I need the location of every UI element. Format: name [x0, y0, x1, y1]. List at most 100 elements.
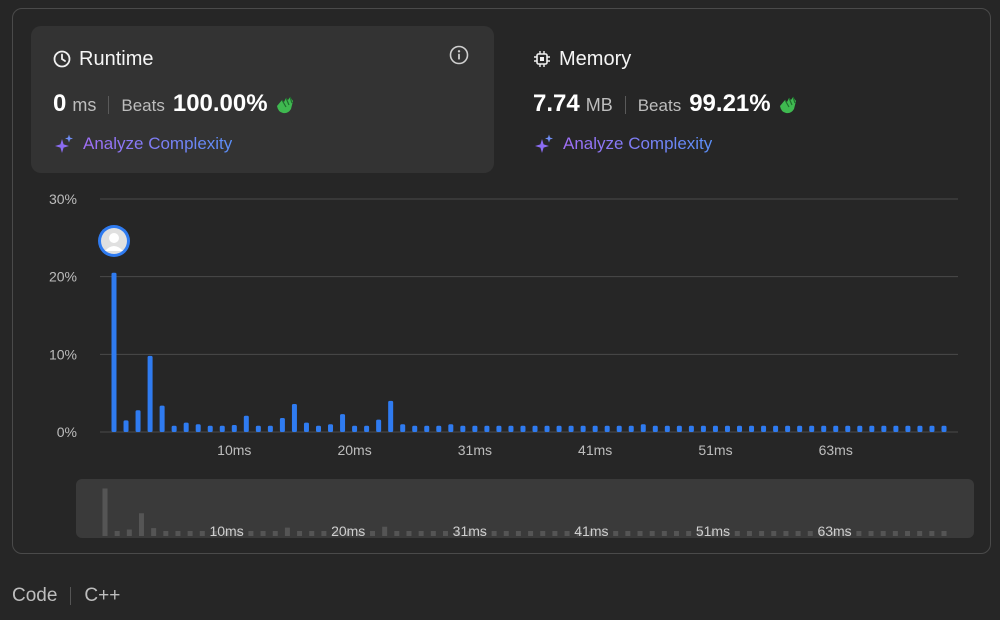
language-label[interactable]: C++ — [84, 585, 121, 606]
distribution-bar — [664, 425, 670, 432]
range-bar — [844, 531, 850, 536]
analyze-complexity-link[interactable]: Analyze Complexity — [53, 133, 232, 155]
range-bar — [564, 531, 570, 536]
range-bar — [929, 531, 935, 536]
distribution-bar — [412, 425, 418, 432]
distribution-bar — [724, 425, 730, 432]
clap-icon — [274, 95, 296, 115]
runtime-distribution-chart[interactable]: 30% 20% 10% 0% 10ms 20ms 31ms 41ms 51ms 63ms — [0, 185, 1000, 465]
distribution-bar — [737, 425, 743, 432]
memory-header: Memory — [533, 47, 631, 71]
range-bar — [333, 530, 339, 536]
code-label: Code — [12, 585, 58, 606]
clap-icon — [777, 95, 799, 115]
range-bar — [126, 529, 132, 536]
range-bar — [163, 531, 169, 536]
distribution-bar — [821, 425, 827, 432]
distribution-bar — [472, 425, 478, 432]
range-bar — [649, 531, 655, 536]
memory-beats-label: Beats — [637, 96, 682, 115]
range-bar — [588, 531, 594, 536]
range-bar — [807, 531, 813, 536]
range-bar — [297, 531, 303, 536]
range-bar — [734, 531, 740, 536]
submission-panel — [12, 8, 991, 554]
range-bar — [576, 531, 582, 536]
code-footer: Code C++ — [12, 584, 120, 608]
range-bar — [880, 531, 886, 536]
avatar-icon[interactable] — [98, 225, 130, 257]
distribution-bar — [568, 425, 574, 432]
distribution-bar — [761, 425, 767, 432]
range-tick-label: 31ms — [453, 523, 487, 538]
range-bar — [540, 531, 546, 536]
range-bar — [467, 531, 473, 536]
divider — [108, 96, 110, 114]
range-bar — [528, 531, 534, 536]
runtime-value: 0 — [53, 90, 67, 117]
range-bar — [661, 531, 667, 536]
divider — [70, 587, 72, 605]
distribution-bar — [941, 425, 947, 432]
distribution-bar — [291, 404, 297, 432]
distribution-bar — [303, 422, 309, 432]
x-tick-label: 31ms — [458, 442, 492, 458]
range-selector-chart[interactable]: 10ms 20ms 31ms 41ms 51ms 63ms — [76, 479, 974, 538]
distribution-bar — [881, 425, 887, 432]
distribution-bar — [135, 410, 141, 432]
distribution-bar — [580, 425, 586, 432]
range-bar — [236, 531, 242, 536]
distribution-bar — [773, 425, 779, 432]
range-bar — [284, 527, 290, 536]
distribution-bar — [436, 425, 442, 432]
distribution-bar — [544, 425, 550, 432]
distribution-bar — [448, 424, 454, 432]
distribution-bar — [592, 425, 598, 432]
distribution-bar — [111, 272, 117, 432]
runtime-stats: 0 ms Beats 100.00% — [53, 90, 296, 120]
distribution-bar — [508, 425, 514, 432]
range-bar — [795, 531, 801, 536]
range-bar — [856, 531, 862, 536]
range-bar — [211, 531, 217, 536]
range-bar — [552, 531, 558, 536]
x-tick-label: 63ms — [819, 442, 853, 458]
distribution-bar — [243, 415, 249, 432]
range-bar — [309, 531, 315, 536]
distribution-bar — [159, 405, 165, 432]
info-icon[interactable] — [448, 44, 470, 66]
distribution-bar — [388, 400, 394, 432]
distribution-bar — [785, 425, 791, 432]
analyze-complexity-label: Analyze Complexity — [563, 134, 713, 153]
distribution-bar — [364, 425, 370, 432]
range-bar — [832, 531, 838, 536]
range-bar — [199, 531, 205, 536]
range-bar — [625, 531, 631, 536]
distribution-bar — [255, 425, 261, 432]
range-bar — [357, 531, 363, 536]
distribution-bar — [833, 425, 839, 432]
x-tick-label: 20ms — [337, 442, 371, 458]
range-bar — [175, 531, 181, 536]
distribution-bar — [484, 425, 490, 432]
range-selector[interactable]: 10ms 20ms 31ms 41ms 51ms 63ms — [76, 479, 974, 538]
range-bar — [321, 531, 327, 536]
runtime-card[interactable]: Runtime 0 ms Beats 100.00% Analyze Compl… — [31, 26, 494, 173]
analyze-complexity-link[interactable]: Analyze Complexity — [533, 133, 712, 155]
range-bar — [868, 531, 874, 536]
distribution-bar — [376, 419, 382, 432]
distribution-bar — [797, 425, 803, 432]
distribution-bar — [869, 425, 875, 432]
distribution-bar — [604, 425, 610, 432]
memory-card[interactable]: Memory 7.74 MB Beats 99.21% Analyze Comp… — [511, 26, 974, 173]
memory-value: 7.74 — [533, 90, 580, 117]
range-bar — [601, 531, 607, 536]
range-bar — [248, 531, 254, 536]
distribution-bar — [328, 424, 334, 432]
range-bar — [114, 531, 120, 536]
range-bar — [783, 531, 789, 536]
range-bar — [260, 531, 266, 536]
distribution-bar — [171, 425, 177, 432]
distribution-bar — [628, 425, 634, 432]
range-tick-label: 41ms — [574, 523, 608, 538]
